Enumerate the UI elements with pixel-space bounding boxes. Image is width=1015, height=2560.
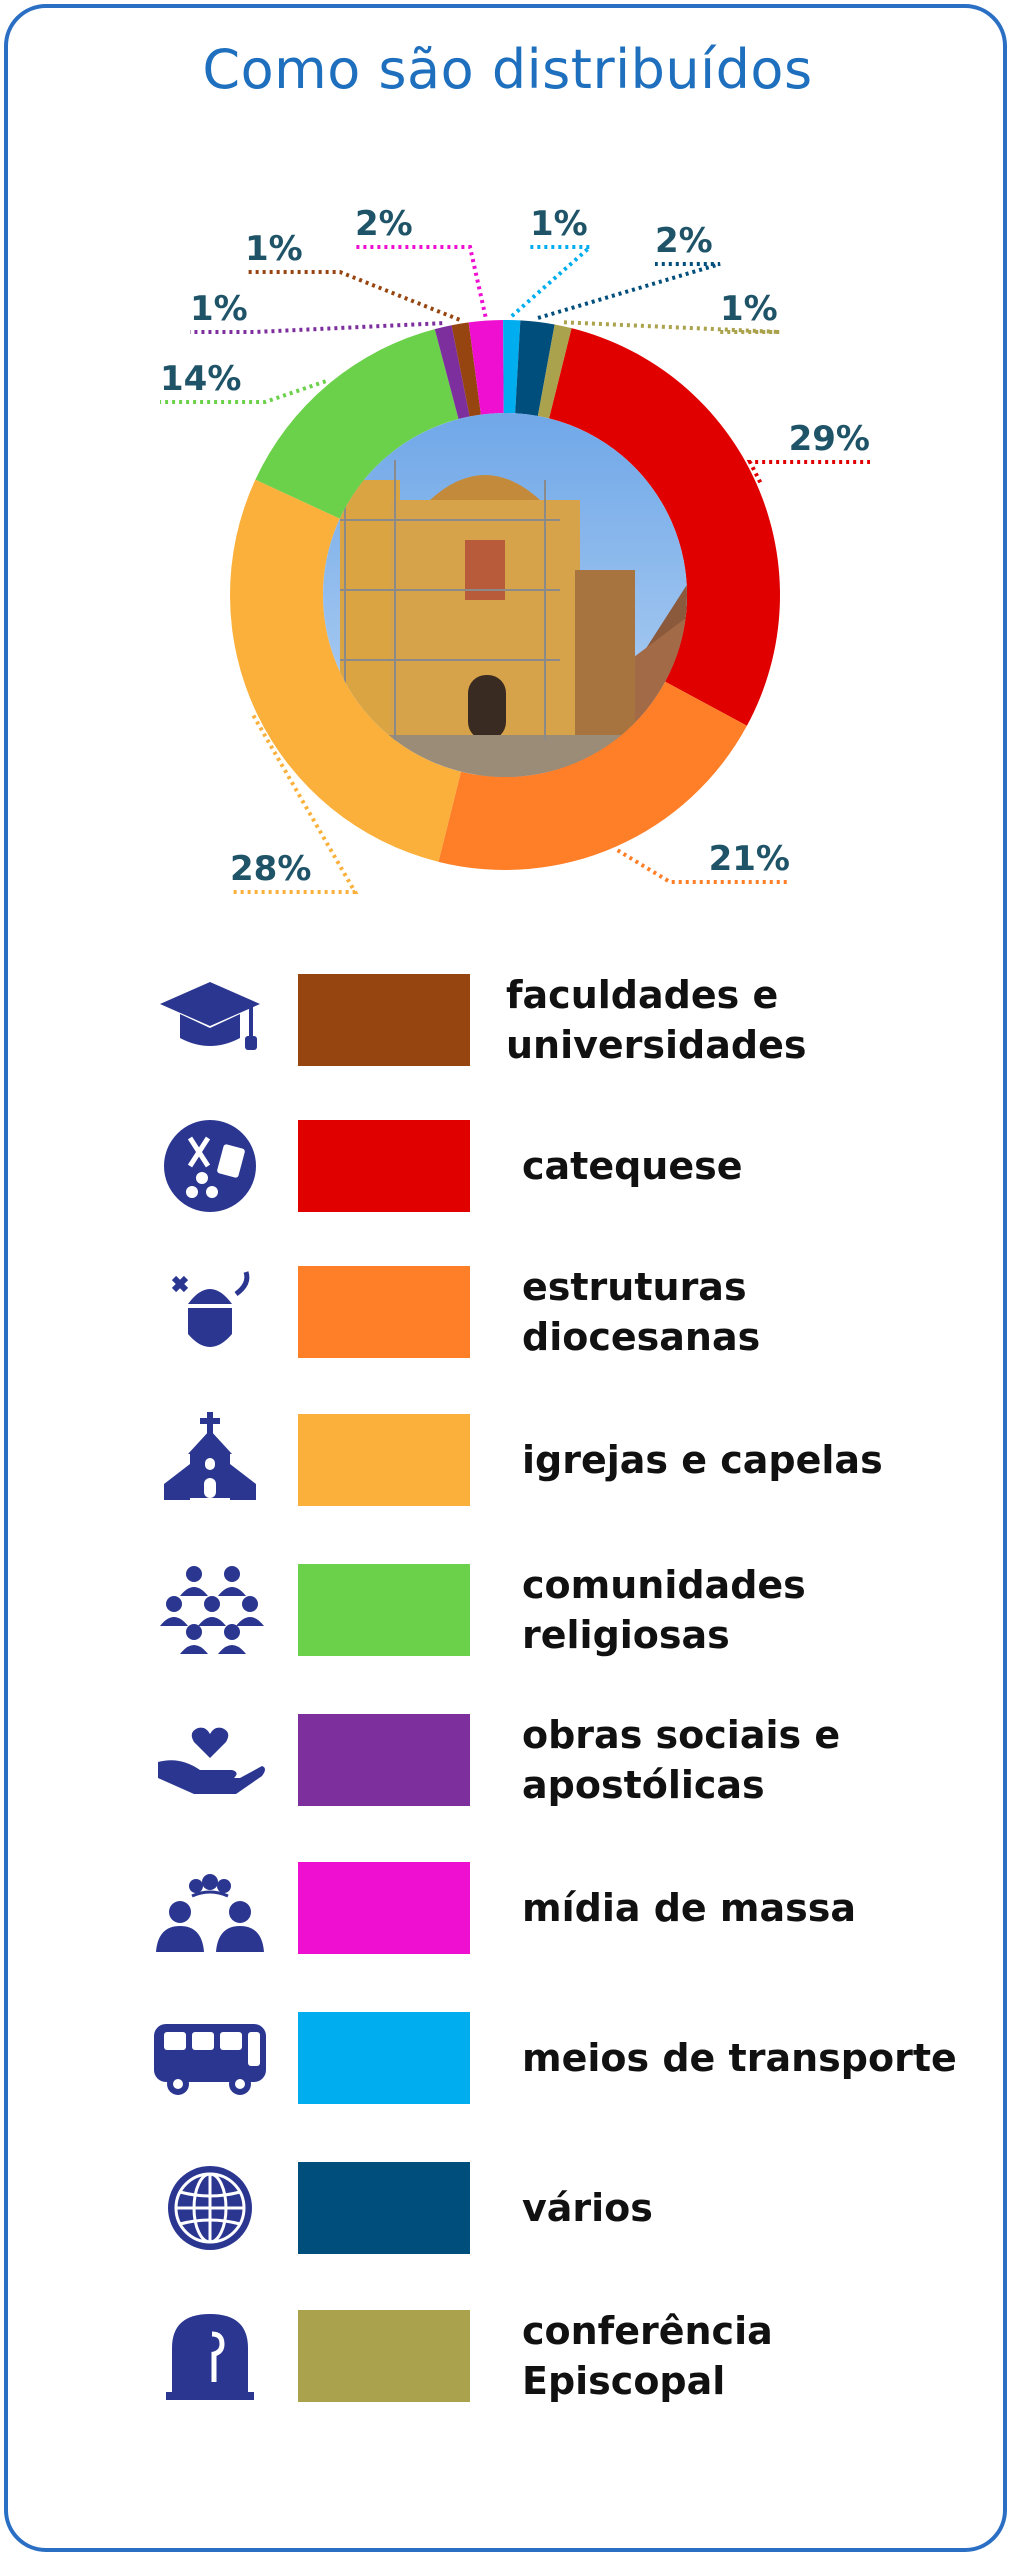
chart-title: Como são distribuídos bbox=[202, 38, 813, 101]
legend-item: estruturas diocesanas bbox=[0, 1252, 1015, 1372]
legend-item: igrejas e capelas bbox=[0, 1400, 1015, 1520]
graduation-cap-icon bbox=[160, 982, 260, 1050]
bus-icon bbox=[154, 2024, 266, 2095]
card-frame bbox=[4, 4, 1007, 2552]
legend-label: mídia de massa bbox=[522, 1886, 857, 1930]
leader-line-9 bbox=[537, 262, 721, 320]
legend-swatch bbox=[298, 2162, 470, 2254]
speech-icon bbox=[156, 1874, 264, 1952]
value-label-10: 1% bbox=[720, 289, 778, 329]
value-label-9: 2% bbox=[655, 221, 713, 261]
legend-item: conferência Episcopal bbox=[0, 2296, 1015, 2416]
legend-label: catequese bbox=[522, 1144, 743, 1188]
donut-chart: 29%21%28%14%1%1%2% 1% 2%1% bbox=[160, 204, 870, 894]
legend-swatch bbox=[298, 1714, 470, 1806]
leader-line-4 bbox=[160, 379, 327, 404]
leader-line-1 bbox=[746, 460, 870, 484]
legend-item: faculdades e universidades bbox=[0, 960, 1015, 1080]
legend-label: igrejas e capelas bbox=[522, 1438, 883, 1482]
legend-swatch bbox=[298, 1862, 470, 1954]
center-photo bbox=[323, 413, 687, 777]
legend-label: estruturas diocesanas bbox=[522, 1265, 761, 1359]
donut-slice-8 bbox=[503, 320, 521, 414]
legend-item: mídia de massa bbox=[0, 1848, 1015, 1968]
value-label-1: 29% bbox=[789, 419, 870, 459]
heart-hand-icon bbox=[158, 1727, 265, 1794]
community-icon bbox=[160, 1566, 264, 1654]
bishop-seal-icon bbox=[166, 2314, 254, 2400]
leader-line-6 bbox=[245, 270, 461, 322]
legend-label: faculdades e universidades bbox=[506, 973, 807, 1067]
slices-group bbox=[229, 320, 781, 870]
globe-icon bbox=[168, 2166, 252, 2250]
value-label-7: 2% bbox=[355, 204, 413, 244]
legend-label: meios de transporte bbox=[522, 2036, 957, 2080]
legend-swatch bbox=[298, 2012, 470, 2104]
leader-line-3 bbox=[230, 714, 359, 894]
mitre-icon bbox=[171, 1271, 250, 1347]
leader-line-2 bbox=[616, 848, 790, 884]
donut-slice-9 bbox=[515, 320, 555, 416]
value-label-6: 1% bbox=[245, 229, 303, 269]
value-label-4: 14% bbox=[160, 359, 241, 399]
donut-slice-7 bbox=[468, 320, 504, 415]
legend-swatch bbox=[298, 2310, 470, 2402]
legend-swatch bbox=[298, 1414, 470, 1506]
leader-line-7 bbox=[355, 245, 488, 318]
legend-item: obras sociais e apostólicas bbox=[0, 1700, 1015, 1820]
legend-item: catequese bbox=[0, 1106, 1015, 1226]
value-labels-group: 29%21%28%14%1%1%2% 1% 2%1% bbox=[160, 204, 870, 889]
catechesis-icon bbox=[164, 1120, 256, 1212]
donut-slice-3 bbox=[229, 479, 461, 862]
donut-slice-5 bbox=[434, 325, 470, 420]
value-label-5: 1% bbox=[190, 289, 248, 329]
legend-label: obras sociais e apostólicas bbox=[522, 1713, 841, 1807]
legend-swatch bbox=[298, 1120, 470, 1212]
legend-swatch bbox=[298, 1266, 470, 1358]
leader-line-10 bbox=[563, 320, 781, 334]
leader-lines-group bbox=[160, 245, 870, 894]
legend-item: vários bbox=[0, 2148, 1015, 2268]
legend-swatch bbox=[298, 974, 470, 1066]
value-label-2: 21% bbox=[709, 839, 790, 879]
value-label-3: 28% bbox=[230, 849, 311, 889]
legend-label: comunidades religiosas bbox=[522, 1563, 806, 1657]
legend-item: comunidades religiosas bbox=[0, 1550, 1015, 1670]
donut-slice-2 bbox=[438, 681, 747, 870]
legend-item: meios de transporte bbox=[0, 1998, 1015, 2118]
legend-label: conferência Episcopal bbox=[522, 2309, 773, 2403]
legend-swatch bbox=[298, 1564, 470, 1656]
donut-slice-6 bbox=[451, 322, 481, 417]
church-icon bbox=[164, 1412, 256, 1500]
value-label-8: 1% bbox=[530, 204, 588, 244]
donut-slice-1 bbox=[549, 328, 781, 726]
legend-label: vários bbox=[522, 2186, 653, 2230]
donut-slice-10 bbox=[537, 324, 572, 419]
donut-slice-4 bbox=[255, 329, 459, 519]
